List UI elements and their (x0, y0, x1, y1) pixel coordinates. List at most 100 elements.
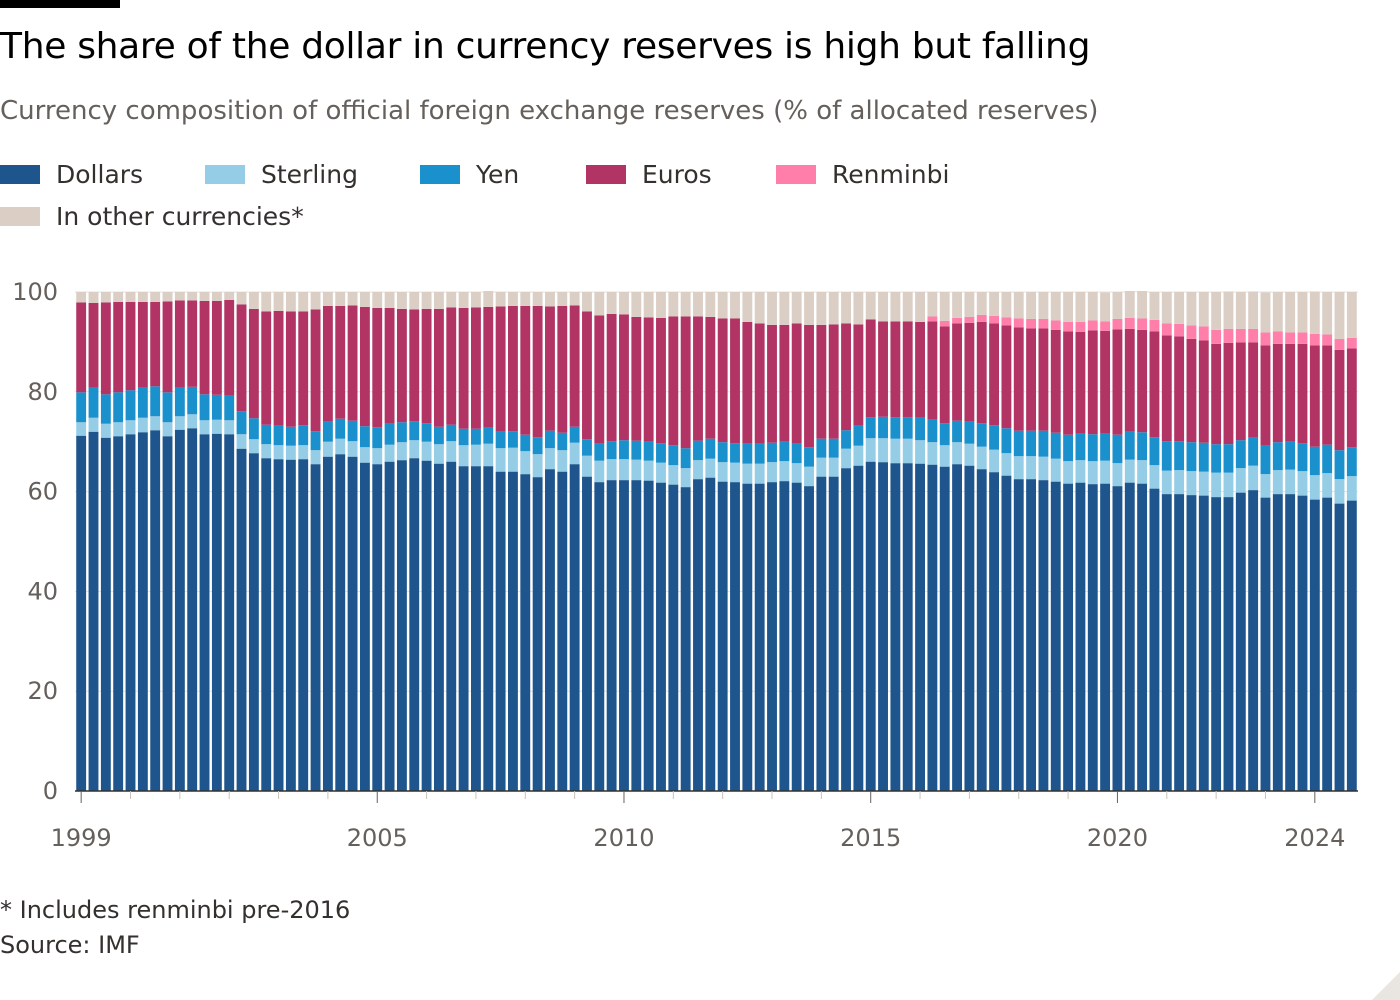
bar-renminbi (1050, 320, 1061, 330)
bar-euros (409, 309, 420, 422)
bar-renminbi (1346, 337, 1357, 349)
bar-sterling (804, 466, 814, 487)
bar-dollars (384, 461, 395, 791)
bar-sterling (1075, 460, 1086, 483)
bar-renminbi (1149, 319, 1160, 332)
bar-inothercurrencies (952, 292, 962, 318)
bar-yen (1087, 434, 1098, 462)
bar-yen (1013, 430, 1024, 457)
bar-sterling (569, 442, 580, 465)
bar-euros (557, 305, 568, 433)
bar-euros (384, 307, 395, 424)
bar-inothercurrencies (458, 292, 469, 308)
bars (76, 291, 1357, 792)
bar-yen (1038, 430, 1049, 457)
bar-dollars (458, 466, 469, 791)
bar-euros (335, 305, 346, 419)
bar-dollars (779, 481, 790, 791)
bar-yen (495, 431, 506, 449)
bar-inothercurrencies (421, 292, 432, 309)
bar-sterling (409, 440, 420, 459)
bar-dollars (841, 468, 851, 791)
bar-sterling (162, 422, 173, 437)
source-note: Source: IMF (0, 931, 140, 959)
bar-sterling (853, 445, 864, 466)
bar-inothercurrencies (1161, 292, 1172, 324)
bar-dollars (631, 480, 642, 791)
bar-yen (976, 423, 987, 447)
bar-inothercurrencies (409, 292, 420, 310)
bar-sterling (1124, 459, 1135, 483)
bar-inothercurrencies (705, 292, 716, 317)
legend-swatch-renminbi (776, 165, 816, 184)
bar-euros (1050, 329, 1061, 433)
bar-euros (1309, 345, 1320, 447)
bar-sterling (1248, 465, 1259, 491)
bar-renminbi (1297, 332, 1308, 344)
bar-dollars (335, 454, 346, 791)
bar-euros (162, 301, 173, 393)
bar-inothercurrencies (594, 292, 605, 316)
bar-inothercurrencies (767, 292, 777, 325)
bar-inothercurrencies (508, 292, 518, 306)
y-tick-label: 100 (12, 278, 58, 306)
bar-euros (680, 316, 691, 449)
bar-renminbi (1087, 320, 1098, 331)
bar-sterling (100, 423, 111, 438)
bar-euros (1272, 343, 1283, 443)
bar-renminbi (939, 320, 950, 327)
bar-sterling (211, 419, 222, 434)
bar-dollars (1260, 497, 1271, 791)
bar-euros (964, 322, 975, 422)
bar-yen (1075, 433, 1086, 461)
bar-sterling (631, 459, 642, 481)
bar-euros (976, 321, 987, 424)
bar-renminbi (1174, 323, 1185, 337)
bar-sterling (347, 441, 358, 457)
y-tick-label: 60 (27, 478, 58, 506)
bar-sterling (1223, 472, 1234, 498)
bar-inothercurrencies (853, 292, 864, 325)
bar-sterling (1211, 472, 1222, 498)
bar-sterling (199, 420, 210, 435)
bar-yen (1063, 434, 1074, 462)
bar-renminbi (1198, 326, 1209, 341)
bar-dollars (1334, 503, 1345, 791)
bar-sterling (335, 438, 346, 455)
bar-euros (1334, 349, 1345, 451)
bar-yen (421, 423, 432, 442)
bar-euros (1248, 342, 1259, 438)
bar-inothercurrencies (187, 292, 198, 301)
bar-sterling (952, 442, 962, 465)
bar-euros (174, 300, 185, 388)
bar-euros (643, 317, 654, 442)
bar-euros (532, 305, 543, 438)
bar-renminbi (1038, 318, 1049, 329)
bar-euros (446, 307, 457, 425)
bar-euros (187, 300, 198, 387)
bar-dollars (791, 482, 802, 791)
bar-renminbi (1063, 321, 1074, 332)
bar-dollars (322, 456, 333, 791)
bar-euros (1346, 348, 1357, 448)
bar-inothercurrencies (174, 292, 185, 301)
bar-yen (335, 418, 346, 439)
legend-label-euros: Euros (642, 160, 712, 189)
bar-renminbi (1260, 332, 1271, 346)
bar-dollars (285, 459, 296, 791)
bar-euros (248, 308, 259, 419)
bar-yen (1149, 437, 1160, 466)
bar-dollars (471, 466, 481, 791)
bar-sterling (1186, 471, 1197, 496)
bar-inothercurrencies (520, 292, 531, 306)
bar-dollars (643, 480, 654, 791)
bar-yen (939, 423, 950, 446)
bar-inothercurrencies (1235, 292, 1246, 329)
bar-euros (730, 318, 740, 444)
bar-yen (359, 426, 370, 448)
bar-dollars (717, 481, 728, 791)
bar-dollars (421, 460, 432, 791)
bar-euros (989, 323, 1000, 426)
bar-inothercurrencies (1038, 292, 1049, 319)
bar-euros (1186, 338, 1197, 443)
